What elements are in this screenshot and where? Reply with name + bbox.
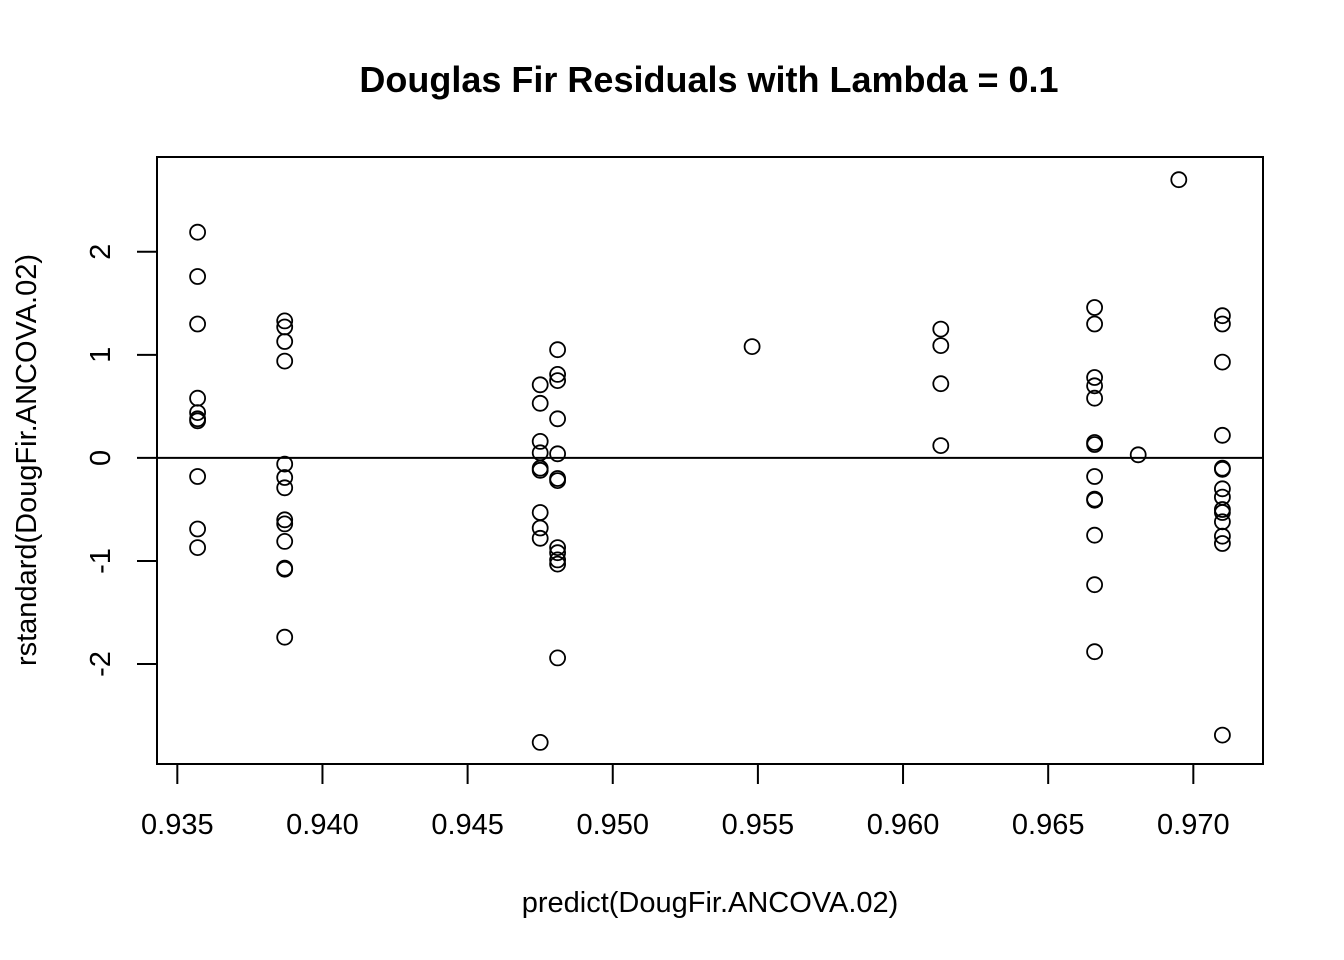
- data-point: [1214, 504, 1231, 521]
- data-point: [531, 734, 549, 751]
- data-point: [189, 268, 207, 285]
- data-point: [531, 529, 549, 547]
- data-point: [531, 432, 549, 450]
- points-group: [189, 171, 1231, 751]
- data-point: [1086, 299, 1103, 316]
- y-tick-label: -1: [85, 548, 117, 574]
- data-point: [549, 365, 566, 383]
- data-point: [189, 223, 207, 241]
- data-point: [549, 472, 566, 490]
- data-point: [1129, 446, 1147, 464]
- data-point: [549, 555, 566, 573]
- data-point: [932, 337, 950, 355]
- data-point: [531, 504, 549, 521]
- x-tick-label: 0.940: [286, 809, 359, 841]
- data-point: [549, 539, 566, 556]
- data-point: [276, 479, 294, 497]
- y-axis: -2 -1 0 1 2: [85, 244, 158, 677]
- data-point: [276, 515, 294, 533]
- data-point: [932, 375, 950, 393]
- data-point: [1214, 527, 1231, 545]
- data-point: [189, 315, 207, 333]
- x-tick-label: 0.955: [722, 809, 795, 841]
- data-point: [1214, 353, 1231, 371]
- data-point: [549, 551, 566, 569]
- y-tick-label: 0: [85, 450, 117, 466]
- data-point: [932, 320, 950, 338]
- y-tick-label: 2: [85, 244, 117, 260]
- data-point: [1086, 643, 1103, 661]
- data-point: [1086, 369, 1103, 386]
- data-point: [549, 445, 566, 463]
- data-point: [1214, 426, 1231, 444]
- data-point: [276, 455, 294, 473]
- data-point: [1086, 436, 1103, 453]
- data-point: [189, 389, 207, 407]
- x-tick-label: 0.965: [1012, 809, 1085, 841]
- data-point: [1086, 526, 1103, 544]
- data-point: [1086, 377, 1103, 395]
- y-axis-label: rstandard(DougFir.ANCOVA.02): [11, 254, 43, 666]
- data-point: [549, 649, 566, 667]
- data-point: [531, 461, 549, 479]
- data-point: [189, 539, 207, 556]
- data-point: [531, 394, 549, 412]
- chart-title: Douglas Fir Residuals with Lambda = 0.1: [359, 59, 1058, 100]
- data-point: [549, 410, 566, 428]
- data-point: [1214, 480, 1231, 498]
- data-point: [189, 404, 207, 422]
- data-point: [276, 333, 294, 350]
- data-point: [276, 628, 294, 646]
- data-point: [549, 341, 566, 359]
- data-point: [531, 376, 549, 394]
- data-point: [189, 468, 207, 485]
- data-point: [276, 469, 294, 486]
- x-tick-label: 0.950: [576, 809, 649, 841]
- data-point: [276, 352, 294, 370]
- data-point: [932, 437, 950, 455]
- data-point: [1086, 468, 1103, 485]
- data-point: [189, 412, 207, 430]
- x-tick-label: 0.970: [1157, 809, 1230, 841]
- plot-frame: [156, 156, 1264, 765]
- data-point: [276, 511, 294, 529]
- x-tick-label: 0.960: [867, 809, 940, 841]
- x-tick-label: 0.935: [141, 809, 214, 841]
- data-point: [1170, 171, 1188, 189]
- data-point: [1214, 535, 1231, 552]
- data-point: [1214, 315, 1231, 333]
- x-axis: 0.935 0.940 0.945 0.950 0.955 0.960 0.965 0.970: [141, 763, 1230, 841]
- data-point: [743, 338, 761, 356]
- data-point: [549, 544, 566, 562]
- data-point: [1214, 726, 1231, 744]
- data-point: [276, 560, 294, 578]
- data-point: [1086, 315, 1103, 333]
- data-point: [276, 312, 294, 330]
- data-point: [1214, 460, 1231, 478]
- x-axis-label: predict(DougFir.ANCOVA.02): [522, 887, 899, 919]
- data-point: [189, 520, 207, 538]
- data-point: [1086, 389, 1103, 407]
- x-tick-label: 0.945: [431, 809, 504, 841]
- data-point: [549, 372, 566, 390]
- data-point: [1086, 491, 1103, 509]
- data-point: [1086, 576, 1103, 594]
- data-point: [276, 533, 294, 550]
- y-tick-label: 1: [85, 347, 117, 363]
- data-point: [531, 519, 549, 537]
- y-tick-label: -2: [85, 651, 117, 677]
- data-point: [1214, 307, 1231, 325]
